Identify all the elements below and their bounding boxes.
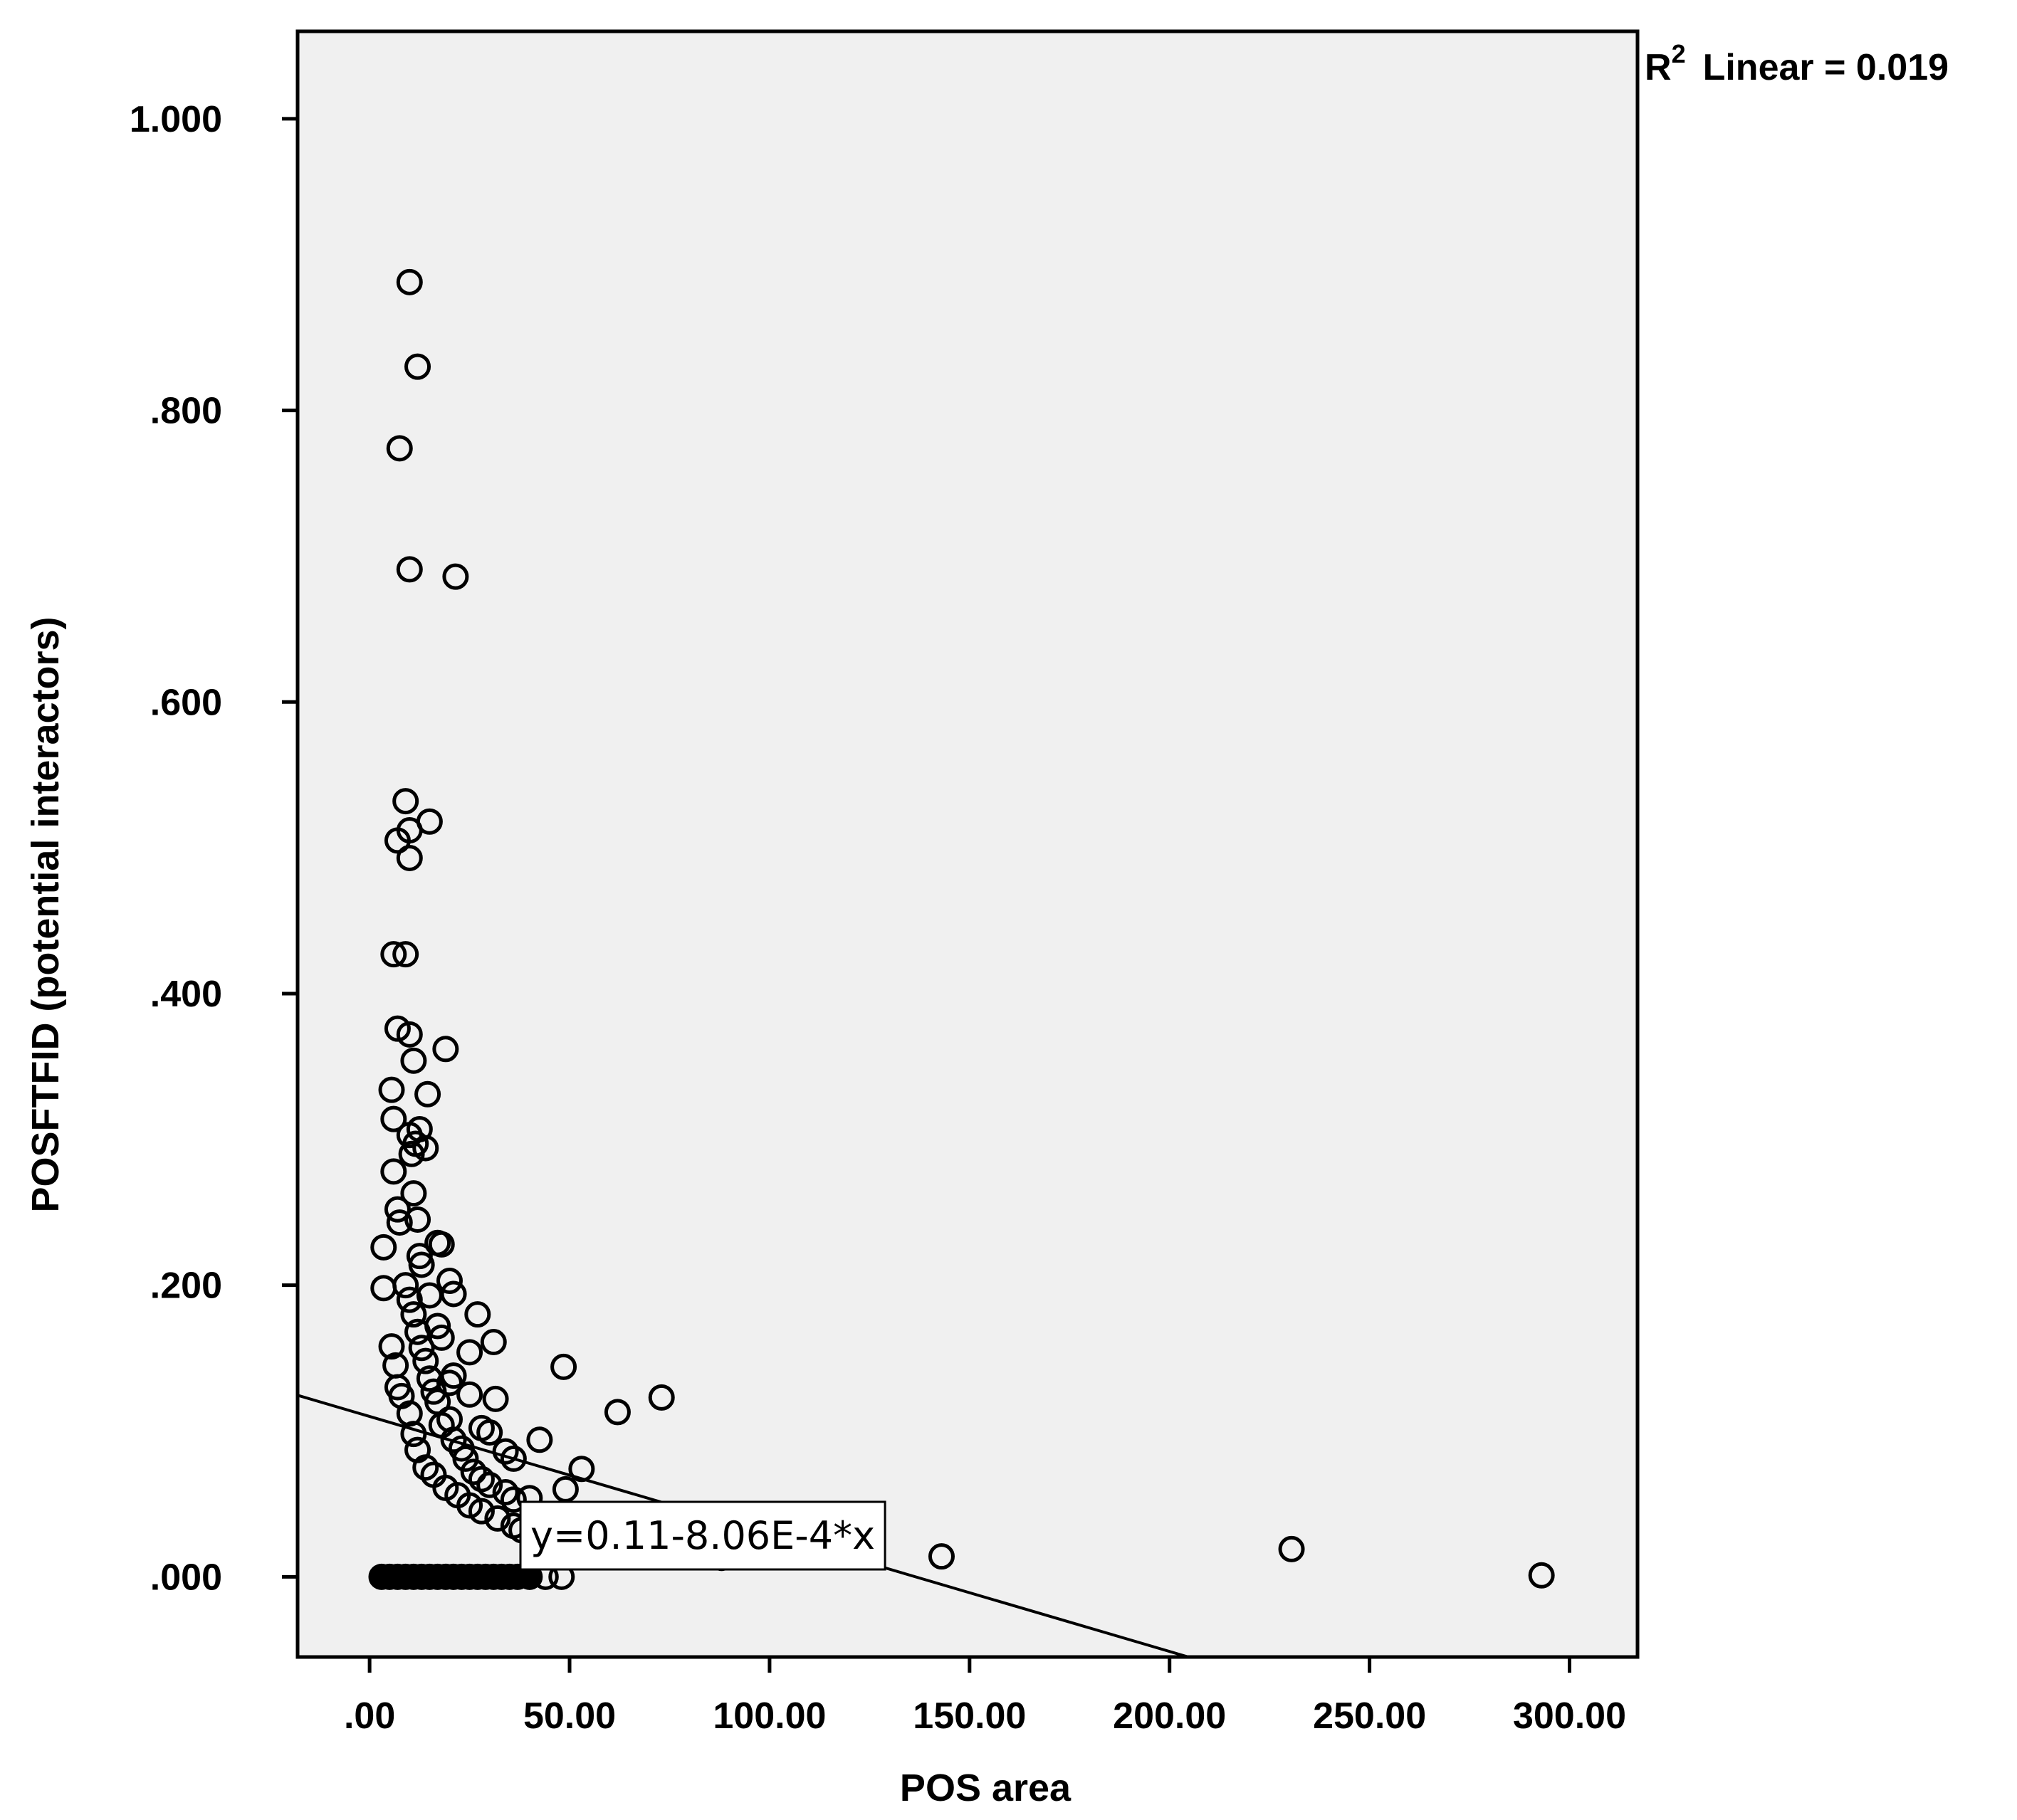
data-point xyxy=(400,1047,427,1074)
r2-label: R2 Linear = 0.019 xyxy=(1645,39,1949,88)
data-point xyxy=(386,435,413,462)
data-point xyxy=(380,941,407,968)
data-point xyxy=(392,788,419,815)
data-point xyxy=(468,1498,495,1525)
plot-area xyxy=(298,31,1638,1657)
data-point xyxy=(386,1209,413,1236)
y-tick-label: 1.000 xyxy=(130,99,222,140)
x-tick-label: 100.00 xyxy=(713,1695,826,1737)
data-point xyxy=(384,1015,411,1042)
x-tick-label: 200.00 xyxy=(1113,1695,1226,1737)
data-point xyxy=(436,1268,463,1295)
data-point xyxy=(928,1543,955,1570)
data-point xyxy=(480,1329,507,1356)
data-point xyxy=(456,1381,483,1408)
r2-prefix: R xyxy=(1645,47,1672,88)
data-point xyxy=(456,1339,483,1366)
fit-equation-box: y=0.11-8.06E-4*x xyxy=(519,1500,886,1571)
data-point xyxy=(432,1036,459,1063)
data-point xyxy=(452,1445,479,1472)
data-point xyxy=(370,1234,397,1261)
data-point xyxy=(460,1458,487,1485)
data-point xyxy=(400,1421,427,1448)
data-point xyxy=(404,1206,431,1233)
data-point xyxy=(408,1335,435,1362)
data-point xyxy=(378,1076,405,1103)
data-point xyxy=(1278,1535,1305,1562)
y-tick-label: .600 xyxy=(150,682,222,723)
y-tick-label: .000 xyxy=(150,1557,222,1598)
data-point xyxy=(442,563,469,590)
data-point xyxy=(396,556,423,583)
y-tick-label: .800 xyxy=(150,391,222,432)
data-point xyxy=(604,1399,631,1426)
data-point xyxy=(408,1251,435,1278)
data-point xyxy=(414,1080,441,1108)
data-point xyxy=(378,1333,405,1360)
data-point xyxy=(412,1454,439,1481)
data-point xyxy=(400,1180,427,1207)
y-axis: .000 .200 .400 .600 .800 1.000 xyxy=(130,99,298,1598)
data-point xyxy=(484,1505,511,1532)
data-point xyxy=(384,1196,411,1223)
data-point xyxy=(412,1135,439,1162)
x-axis-title: POS area xyxy=(900,1767,1072,1809)
data-point xyxy=(476,1419,503,1446)
x-tick-label: 150.00 xyxy=(913,1695,1026,1737)
data-point xyxy=(396,1021,423,1048)
data-point xyxy=(482,1385,509,1412)
data-point xyxy=(396,1286,423,1313)
data-point xyxy=(1528,1562,1555,1589)
data-point xyxy=(384,827,411,854)
y-tick-label: .200 xyxy=(150,1266,222,1307)
data-point xyxy=(396,844,423,871)
data-point xyxy=(396,268,423,295)
x-tick-label: 300.00 xyxy=(1513,1695,1626,1737)
r2-superscript: 2 xyxy=(1672,39,1686,68)
y-tick-label: .400 xyxy=(150,974,222,1015)
data-point xyxy=(380,1105,407,1132)
x-tick-label: .00 xyxy=(344,1695,395,1737)
data-point xyxy=(552,1476,579,1503)
data-point xyxy=(380,1158,407,1185)
data-point xyxy=(428,1324,455,1351)
data-point xyxy=(492,1438,519,1465)
data-point xyxy=(476,1471,503,1498)
data-points xyxy=(368,268,1555,1590)
data-point xyxy=(464,1301,491,1328)
r2-value: Linear = 0.019 xyxy=(1703,47,1949,88)
data-point xyxy=(412,1347,439,1374)
data-point xyxy=(456,1492,483,1519)
dense-point-cluster xyxy=(371,1567,540,1587)
data-point xyxy=(550,1353,577,1380)
data-point xyxy=(500,1445,527,1472)
data-point xyxy=(648,1384,675,1411)
data-point xyxy=(392,1272,419,1299)
data-point xyxy=(428,1231,455,1258)
data-point xyxy=(398,1140,425,1167)
fit-equation-label: y=0.11-8.06E-4*x xyxy=(530,1513,875,1558)
data-point xyxy=(500,1486,527,1513)
y-axis-title: POSFTFID (potential interactors) xyxy=(24,616,67,1212)
data-point xyxy=(392,941,419,968)
data-point xyxy=(404,353,431,380)
data-point xyxy=(568,1456,595,1483)
x-tick-label: 250.00 xyxy=(1313,1695,1426,1737)
data-point xyxy=(492,1479,519,1506)
data-point xyxy=(440,1426,467,1453)
data-point xyxy=(404,1318,431,1345)
x-tick-label: 50.00 xyxy=(523,1695,616,1737)
fit-line xyxy=(298,1394,1194,1657)
fit-equation-box-frame xyxy=(519,1500,886,1571)
fit-line-group xyxy=(298,1394,1194,1657)
x-axis: .00 50.00 100.00 150.00 200.00 250.00 300.00 xyxy=(344,1657,1626,1737)
plot-frame xyxy=(295,29,1640,1659)
data-point xyxy=(526,1426,553,1453)
data-point xyxy=(400,1301,427,1328)
